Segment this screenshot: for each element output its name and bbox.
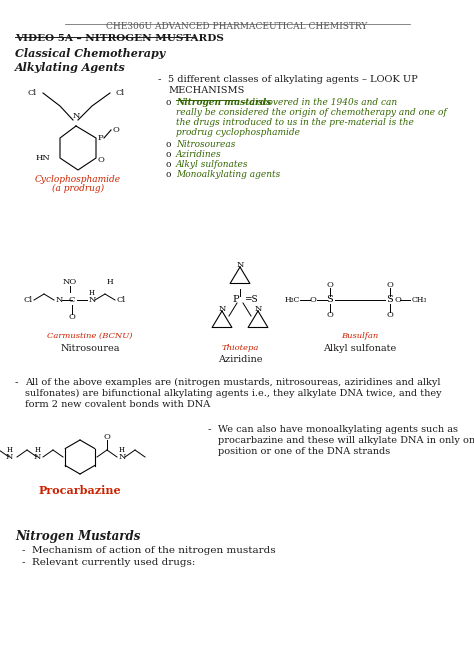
- Text: prodrug cyclophosphamide: prodrug cyclophosphamide: [176, 128, 300, 137]
- Text: S: S: [387, 295, 393, 304]
- Text: All of the above examples are (nitrogen mustards, nitrosoureas, aziridines and a: All of the above examples are (nitrogen …: [25, 378, 440, 387]
- Text: P: P: [233, 295, 239, 304]
- Text: Nitrosourea: Nitrosourea: [60, 344, 120, 353]
- Text: Mechanism of action of the nitrogen mustards: Mechanism of action of the nitrogen must…: [32, 546, 275, 555]
- Text: Nitrosoureas: Nitrosoureas: [176, 140, 236, 149]
- Text: Classical Chemotherapy: Classical Chemotherapy: [15, 48, 165, 59]
- Text: -: -: [158, 75, 162, 84]
- Text: Thiotepa: Thiotepa: [221, 344, 259, 352]
- Text: S: S: [327, 295, 333, 304]
- Text: Alkyl sulfonates: Alkyl sulfonates: [176, 160, 248, 169]
- Text: N: N: [89, 296, 96, 304]
- Text: We can also have monoalkylating agents such as: We can also have monoalkylating agents s…: [218, 425, 458, 434]
- Text: Aziridines: Aziridines: [176, 150, 222, 159]
- Text: o: o: [166, 140, 172, 149]
- Text: the drugs introduced to us in the pre-material is the: the drugs introduced to us in the pre-ma…: [176, 118, 414, 127]
- Text: O: O: [327, 311, 333, 319]
- Text: o: o: [166, 160, 172, 169]
- Text: Alkylating Agents: Alkylating Agents: [15, 62, 126, 73]
- Text: C: C: [69, 296, 75, 304]
- Text: Monoalkylating agents: Monoalkylating agents: [176, 170, 280, 179]
- Text: Alkyl sulfonate: Alkyl sulfonate: [323, 344, 397, 353]
- Text: Busulfan: Busulfan: [341, 332, 379, 340]
- Text: -: -: [22, 558, 26, 567]
- Text: Nitrogen Mustards: Nitrogen Mustards: [15, 530, 140, 543]
- Text: -: -: [22, 546, 26, 555]
- Text: – discovered in the 1940s and can: – discovered in the 1940s and can: [239, 98, 397, 107]
- Text: N: N: [6, 453, 13, 461]
- Text: N: N: [255, 305, 262, 313]
- Text: sulfonates) are bifunctional alkylating agents i.e., they alkylate DNA twice, an: sulfonates) are bifunctional alkylating …: [25, 389, 442, 398]
- Text: N: N: [119, 453, 127, 461]
- Text: -: -: [15, 378, 18, 387]
- Text: H: H: [89, 289, 95, 297]
- Text: O: O: [98, 156, 105, 164]
- Text: HN: HN: [35, 154, 50, 162]
- Text: Relevant currently used drugs:: Relevant currently used drugs:: [32, 558, 195, 567]
- Text: O: O: [103, 433, 110, 441]
- Text: (a prodrug): (a prodrug): [52, 184, 104, 193]
- Text: Carmustine (BCNU): Carmustine (BCNU): [47, 332, 133, 340]
- Text: Cl: Cl: [28, 89, 37, 97]
- Text: H: H: [119, 446, 125, 454]
- Text: H: H: [35, 446, 41, 454]
- Text: NO: NO: [63, 278, 77, 286]
- Text: Cl: Cl: [117, 296, 126, 304]
- Text: H₃C: H₃C: [284, 296, 300, 304]
- Text: O: O: [387, 311, 393, 319]
- Text: VIDEO 5A – NITROGEN MUSTARDS: VIDEO 5A – NITROGEN MUSTARDS: [15, 34, 224, 43]
- Text: Cl: Cl: [23, 296, 33, 304]
- Text: position or one of the DNA strands: position or one of the DNA strands: [218, 447, 390, 456]
- Text: o: o: [166, 150, 172, 159]
- Text: N: N: [219, 305, 226, 313]
- Text: procarbazine and these will alkylate DNA in only one: procarbazine and these will alkylate DNA…: [218, 436, 474, 445]
- Text: H: H: [7, 446, 13, 454]
- Text: =S: =S: [244, 295, 258, 304]
- Text: H: H: [107, 278, 113, 286]
- Text: form 2 new covalent bonds with DNA: form 2 new covalent bonds with DNA: [25, 400, 210, 409]
- Text: N: N: [56, 296, 64, 304]
- Text: O: O: [327, 281, 333, 289]
- Text: O: O: [310, 296, 317, 304]
- Text: o: o: [166, 98, 172, 107]
- Text: O: O: [395, 296, 402, 304]
- Text: Procarbazine: Procarbazine: [39, 485, 121, 496]
- Text: Aziridine: Aziridine: [218, 355, 262, 364]
- Text: O: O: [69, 313, 75, 321]
- Text: Nitrogen mustards: Nitrogen mustards: [176, 98, 272, 107]
- Text: O: O: [387, 281, 393, 289]
- Text: Cl: Cl: [116, 89, 125, 97]
- Text: really be considered the origin of chemotherapy and one of: really be considered the origin of chemo…: [176, 108, 447, 117]
- Text: MECHANISMS: MECHANISMS: [168, 86, 245, 95]
- Text: O: O: [113, 126, 120, 134]
- Text: o: o: [166, 170, 172, 179]
- Text: -: -: [208, 425, 211, 434]
- Text: CHE306U ADVANCED PHARMACEUTICAL CHEMISTRY: CHE306U ADVANCED PHARMACEUTICAL CHEMISTR…: [106, 22, 368, 31]
- Text: Cyclophosphamide: Cyclophosphamide: [35, 175, 121, 184]
- Text: N: N: [73, 112, 80, 120]
- Text: 5 different classes of alkylating agents – LOOK UP: 5 different classes of alkylating agents…: [168, 75, 418, 84]
- Text: CH₃: CH₃: [412, 296, 428, 304]
- Text: P: P: [98, 134, 104, 142]
- Text: N: N: [237, 261, 244, 269]
- Text: N: N: [34, 453, 41, 461]
